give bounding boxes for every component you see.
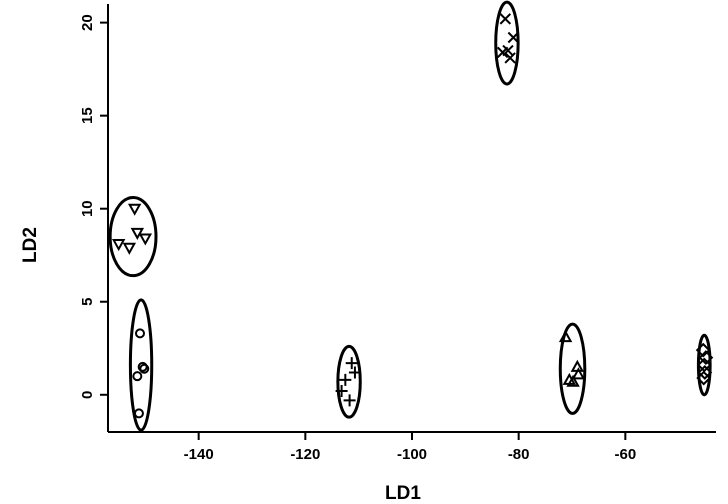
data-point-triangle-down-3 (130, 227, 145, 240)
cluster-cross (494, 0, 520, 86)
x-tick-label-4: -60 (614, 446, 636, 463)
x-tick-label-1: -120 (290, 446, 320, 463)
cluster-ellipse-plus (336, 344, 362, 419)
x-axis-title: LD1 (385, 483, 421, 504)
cluster-ellipse-circle (128, 298, 154, 432)
cluster-ellipse-triangle-down (108, 196, 158, 278)
y-tick-label-4: 20 (79, 14, 96, 31)
cluster-ellipse-cross (494, 0, 520, 86)
x-tick-label-0: -140 (184, 446, 214, 463)
data-point-diamond-2 (696, 357, 712, 373)
cluster-ellipse-triangle-up (558, 322, 587, 415)
data-point-plus-0 (345, 357, 358, 370)
data-point-diamond-3 (697, 365, 713, 380)
data-point-triangle-up-4 (571, 367, 586, 380)
data-point-triangle-up-0 (558, 330, 573, 343)
x-tick-label-2: -100 (397, 446, 427, 463)
x-tick-label-3: -80 (508, 446, 530, 463)
cluster-triangle-down (108, 196, 158, 278)
data-point-triangle-down-1 (111, 239, 126, 252)
data-point-triangle-up-3 (566, 374, 580, 387)
cluster-circle (128, 298, 154, 432)
data-point-plus-1 (348, 366, 361, 379)
data-point-circle-1 (132, 371, 143, 382)
data-point-circle-4 (133, 408, 144, 419)
data-point-cross-3 (504, 52, 516, 64)
y-axis-ticks: 0 5 10 15 20 (79, 14, 108, 399)
data-point-cross-0 (499, 13, 512, 25)
cluster-plus (335, 344, 362, 419)
y-tick-label-1: 5 (79, 298, 96, 306)
data-point-triangle-down-4 (138, 233, 153, 246)
data-point-circle-2 (137, 361, 148, 372)
data-point-diamond-4 (696, 370, 712, 386)
data-point-plus-2 (339, 373, 352, 386)
x-axis-ticks: -140 -120 -100 -80 -60 (184, 432, 636, 463)
data-point-cross-4 (502, 44, 514, 57)
y-tick-label-3: 15 (79, 107, 96, 124)
data-point-plus-3 (335, 385, 348, 398)
plot-area (108, 0, 714, 432)
data-point-diamond-1 (698, 350, 714, 365)
data-point-triangle-down-0 (127, 203, 142, 216)
data-point-triangle-down-2 (122, 242, 137, 255)
axes: -140 -120 -100 -80 -60 0 5 10 15 20 (79, 4, 716, 463)
data-point-diamond-0 (695, 342, 711, 358)
y-axis-title: LD2 (20, 227, 41, 263)
y-tick-label-2: 10 (79, 200, 96, 217)
data-point-circle-0 (135, 328, 145, 339)
cluster-diamond (695, 333, 714, 397)
cluster-triangle-up (558, 322, 587, 415)
data-point-circle-3 (139, 363, 150, 374)
y-tick-label-0: 0 (79, 391, 96, 399)
data-point-plus-4 (343, 394, 356, 407)
data-point-cross-1 (507, 31, 520, 44)
